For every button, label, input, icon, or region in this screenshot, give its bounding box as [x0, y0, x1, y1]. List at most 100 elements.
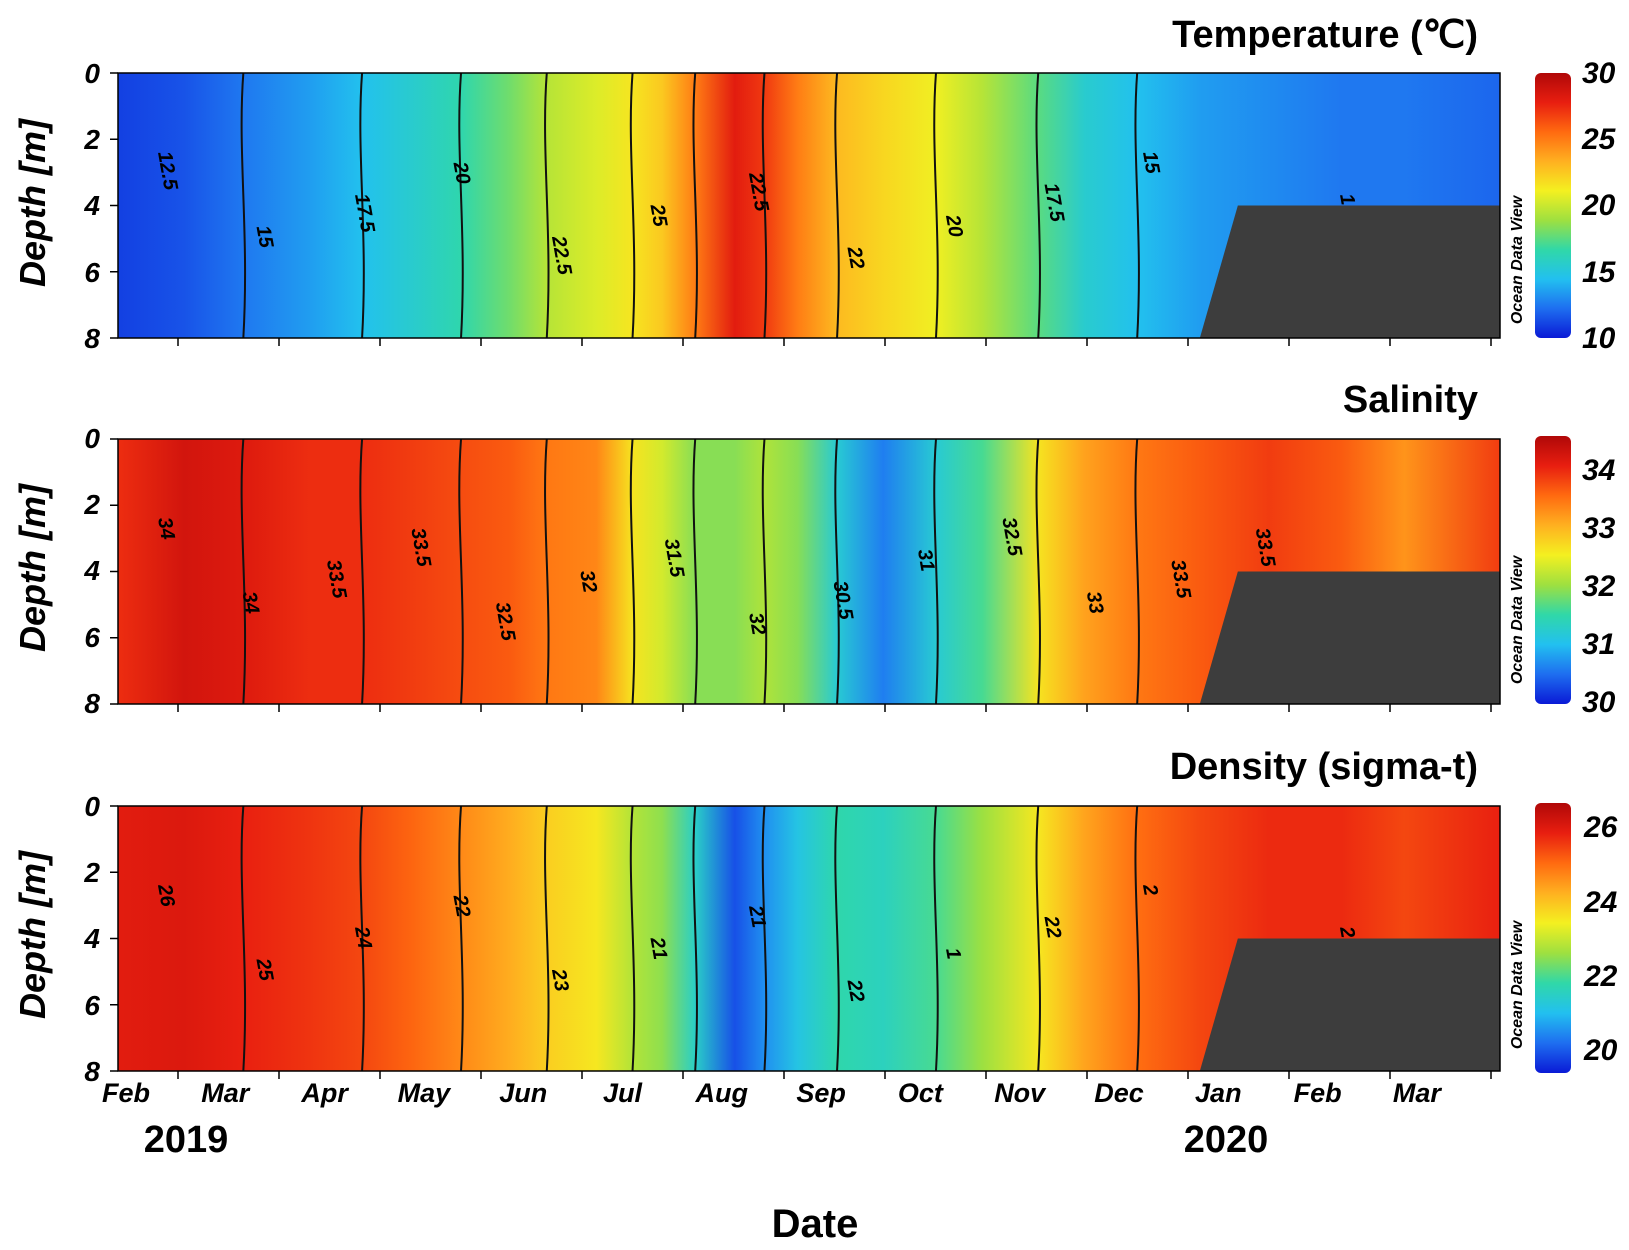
colorbar: Ocean Data View 30 31 32 33 34 — [1509, 436, 1616, 719]
colorbar-tick-label: 22 — [1583, 960, 1618, 993]
y-tick-label: 6 — [84, 622, 100, 653]
x-tick-labels: Feb Mar Apr May Jun Jul Aug Sep Oct Nov Dec Jan Feb M… — [102, 1078, 1442, 1108]
month-label: Aug — [695, 1078, 749, 1108]
y-tick-label: 6 — [84, 990, 100, 1021]
contour-label: 20 — [448, 159, 474, 186]
contour-label: 21 — [645, 935, 671, 962]
y-axis-label: Depth [m] — [12, 850, 53, 1019]
month-label: Nov — [994, 1078, 1047, 1108]
contour-line — [692, 72, 698, 339]
contour-line — [544, 72, 550, 339]
contour-label: 25 — [645, 202, 671, 230]
month-label: May — [398, 1078, 453, 1108]
y-tick-label: 0 — [84, 423, 100, 454]
y-tick-label: 4 — [83, 923, 100, 954]
contour-line — [359, 805, 365, 1072]
contour-line — [240, 805, 247, 1072]
heatmap-area: 343433.533.532.53231.53230.53132.53333.5… — [110, 438, 1501, 712]
contour-line — [1035, 805, 1041, 1072]
contour-line — [544, 438, 550, 705]
seafloor — [1199, 205, 1500, 338]
contour-label: 33 — [1082, 590, 1108, 616]
month-label: Dec — [1094, 1078, 1144, 1108]
contour-label: 1 — [941, 946, 965, 961]
colorbar-tick-label: 30 — [1582, 57, 1616, 90]
month-label: Jun — [499, 1078, 547, 1108]
contour-line — [240, 72, 247, 339]
y-tick-label: 0 — [84, 58, 100, 89]
contour-label: 22 — [448, 892, 474, 919]
contour-line — [458, 438, 464, 705]
panel-salinity: Salinity 343433.533.532.53231.53230.5313… — [12, 379, 1616, 719]
contour-label: 22 — [842, 244, 868, 271]
contour-line — [1035, 438, 1041, 705]
y-tick-label: 8 — [84, 323, 100, 354]
month-label: Feb — [102, 1078, 150, 1108]
contour-line — [458, 805, 464, 1072]
contour-line — [692, 805, 698, 1072]
y-tick-label: 8 — [84, 1056, 100, 1087]
y-axis: Depth [m] 0 2 4 6 8 — [12, 58, 100, 354]
contour-line — [1134, 438, 1140, 705]
colorbar-caption: Ocean Data View — [1509, 554, 1526, 684]
contour-line — [761, 805, 768, 1072]
colorbar-tick-label: 10 — [1582, 322, 1616, 355]
contour-line — [544, 805, 550, 1072]
year-label-2019: 2019 — [144, 1119, 229, 1161]
month-label: Oct — [898, 1078, 944, 1108]
colorbar-tick-label: 20 — [1581, 189, 1616, 222]
contour-line — [629, 805, 636, 1072]
contour-line — [933, 72, 939, 339]
y-tick-label: 2 — [83, 124, 100, 155]
colorbar-caption: Ocean Data View — [1509, 919, 1526, 1049]
panel-title: Density (sigma-t) — [1170, 746, 1478, 788]
panel-temperature: Temperature (℃) 12.51517.52022.52522.522… — [12, 14, 1617, 355]
contour-line — [1134, 805, 1140, 1072]
contour-line — [629, 438, 636, 705]
seafloor — [1199, 571, 1500, 704]
colorbar: Ocean Data View 10 15 20 25 30 — [1509, 57, 1617, 355]
contour-label: 23 — [547, 966, 573, 993]
colorbar-tick-label: 30 — [1582, 686, 1616, 719]
colorbar-tick-label: 26 — [1583, 811, 1618, 844]
x-axis-label: Date — [772, 1202, 859, 1246]
month-label: Mar — [1393, 1078, 1443, 1108]
contour-line — [933, 438, 939, 705]
y-tick-label: 0 — [84, 791, 100, 822]
contour-line — [359, 438, 365, 705]
panel-title: Temperature (℃) — [1172, 14, 1478, 56]
y-axis: Depth [m] 0 2 4 6 8 — [12, 791, 100, 1087]
y-tick-label: 4 — [83, 190, 100, 221]
colorbar: Ocean Data View 20 22 24 26 — [1509, 803, 1618, 1073]
contour-label: 25 — [251, 956, 277, 984]
month-label: Jan — [1195, 1078, 1242, 1108]
colorbar-tick-label: 20 — [1583, 1034, 1618, 1067]
y-tick-label: 8 — [84, 688, 100, 719]
contour-label: 34 — [238, 590, 264, 616]
y-axis-label: Depth [m] — [12, 483, 53, 652]
year-label-2020: 2020 — [1184, 1119, 1269, 1161]
contour-label: 21 — [744, 903, 770, 930]
colorbar-tick-label: 31 — [1582, 628, 1615, 661]
colorbar-tick-label: 33 — [1582, 512, 1616, 545]
contour-line — [834, 438, 840, 705]
y-tick-label: 2 — [83, 489, 100, 520]
contour-label: 34 — [153, 516, 179, 542]
colorbar-gradient — [1535, 436, 1571, 704]
contour-line — [692, 438, 698, 705]
x-axis: Feb Mar Apr May Jun Jul Aug Sep Oct Nov Dec Jan Feb M… — [102, 1078, 1442, 1246]
month-label: Feb — [1294, 1078, 1342, 1108]
month-label: Mar — [201, 1078, 251, 1108]
contour-line — [240, 438, 247, 705]
panel-title: Salinity — [1343, 379, 1478, 421]
panel-density: Density (sigma-t) 2625242223212122122224… — [12, 746, 1618, 1087]
contour-label: 24 — [350, 924, 376, 951]
month-label: Apr — [300, 1078, 349, 1108]
contour-line — [458, 72, 464, 339]
contour-line — [834, 805, 840, 1072]
y-tick-label: 2 — [83, 857, 100, 888]
colorbar-gradient — [1535, 73, 1571, 338]
colorbar-tick-label: 25 — [1581, 123, 1617, 156]
